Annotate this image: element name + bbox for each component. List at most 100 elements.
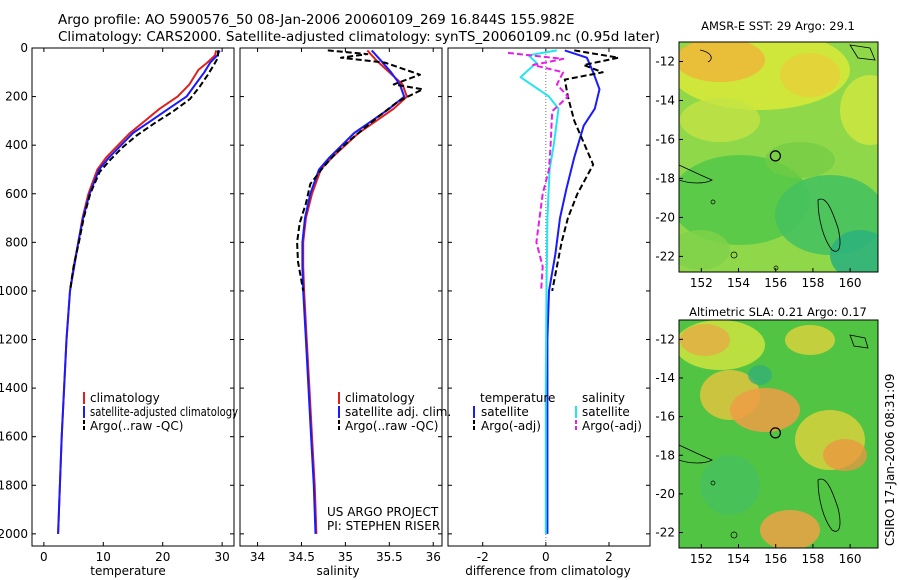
sla-field [679, 320, 869, 548]
temperature-legend: climatology satellite-adjusted climatolo… [83, 391, 238, 433]
figure-title-line1: Argo profile: AO 5900576_50 08-Jan-2006 … [58, 12, 575, 28]
map-y-tick-label: -18 [655, 171, 675, 185]
map-y-tick-label: -22 [655, 249, 675, 263]
temperature-xlabel: temperature [90, 564, 165, 578]
legend-label-argo: Argo(..raw -QC) [345, 419, 438, 433]
x-tick-label: 0 [542, 550, 550, 564]
x-tick-label: 36 [426, 550, 441, 564]
salinity-axes [239, 47, 443, 547]
legend-label-satellite-adjusted: satellite-adjusted climatology [90, 405, 238, 419]
series-line-temperature-argo-adj- [551, 49, 620, 292]
y-tick-label: 1000 [0, 284, 28, 298]
temperature-axes [31, 47, 235, 547]
sst-map-ticks: 152 154 156 158 160 -12 -14 -16 -18 -20 -22 [655, 54, 861, 290]
y-tick-label: 1200 [0, 333, 28, 347]
y-tick-label: 600 [5, 187, 28, 201]
map-y-tick-label: -12 [655, 332, 675, 346]
map-x-tick-label: 160 [839, 552, 862, 566]
map-y-tick-label: -22 [655, 526, 675, 540]
legend-title-salinity: salinity [582, 391, 625, 405]
x-tick-label: 35.5 [376, 550, 403, 564]
series-line-temperature-satellite [546, 49, 601, 534]
series-line-climatology [57, 50, 218, 534]
y-tick-label: 1400 [0, 381, 28, 395]
sla-map-title: Altimetric SLA: 0.21 Argo: 0.17 [689, 305, 867, 319]
salinity-panel: 34 34.5 35 35.5 36 salinity climatology sate… [239, 47, 451, 578]
argo-float-position-marker [769, 150, 782, 162]
map-x-tick-label: 152 [690, 276, 713, 290]
y-tick-label: 1800 [0, 478, 28, 492]
map-y-tick-label: -18 [655, 448, 675, 462]
x-tick-label: 0 [40, 550, 48, 564]
csiro-timestamp: CSIRO 17-Jan-2006 08:31:09 [883, 374, 897, 546]
salinity-ticks: 34 34.5 35 35.5 36 [240, 47, 442, 564]
sst-map-frame [678, 41, 879, 273]
salinity-legend: climatology satellite adj. clim. Argo(..… [338, 391, 451, 433]
sst-map: AMSR-E SST: 29 Argo: 29.1 [655, 19, 879, 290]
series-line-climatology [302, 49, 408, 534]
difference-series [507, 49, 620, 534]
legend-label-satellite-adj: satellite adj. clim. [345, 405, 451, 419]
y-tick-label: 800 [5, 235, 28, 249]
legend-label-sal-argo: Argo(-adj) [582, 419, 642, 433]
y-tick-label: 400 [5, 138, 28, 152]
temperature-panel: 0 200 400 600 800 1000 1200 1400 1600 1800 2000 0 10… [0, 41, 238, 578]
sla-map: Altimetric SLA: 0.21 Argo: 0.17 [655, 305, 879, 566]
map-x-tick-label: 156 [764, 552, 787, 566]
y-tick-label: 200 [5, 90, 28, 104]
legend-label-climatology: climatology [90, 391, 160, 405]
series-line-salinity-argo-adj- [507, 51, 569, 291]
map-y-tick-label: -16 [655, 132, 675, 146]
figure-title-line2: Climatology: CARS2000. Satellite-adjuste… [58, 29, 660, 45]
legend-title-temperature: temperature [480, 391, 555, 405]
temperature-ticks: 0 200 400 600 800 1000 1200 1400 1600 1800 2000 0 10… [0, 41, 234, 564]
difference-panel: -2 0 2 difference from climatology tempera… [447, 47, 651, 578]
series-line-argo-raw-qc- [69, 50, 219, 292]
project-annotation-line2: PI: STEPHEN RISER [327, 519, 440, 533]
map-x-tick-label: 158 [801, 552, 824, 566]
map-y-tick-label: -14 [655, 371, 675, 385]
y-tick-label: 2000 [0, 527, 28, 541]
x-tick-label: 30 [214, 550, 229, 564]
legend-label-temp-argo: Argo(-adj) [481, 419, 541, 433]
map-x-tick-label: 154 [727, 552, 750, 566]
series-line-argo-raw-qc- [296, 49, 424, 292]
series-line-satellite-adjusted-climatology [57, 49, 221, 534]
sla-map-frame [678, 319, 879, 549]
y-tick-label: 0 [20, 41, 28, 55]
map-x-tick-label: 160 [839, 276, 862, 290]
sst-map-title: AMSR-E SST: 29 Argo: 29.1 [701, 19, 855, 33]
sst-field [679, 42, 878, 272]
y-tick-label: 1600 [0, 430, 28, 444]
map-y-tick-label: -20 [655, 487, 675, 501]
x-tick-label: 10 [96, 550, 111, 564]
argo-float-position-marker [769, 427, 782, 439]
temperature-series [57, 49, 221, 534]
map-x-tick-label: 156 [764, 276, 787, 290]
x-tick-label: -2 [477, 550, 489, 564]
difference-legend: temperature salinity satellite Argo(-adj… [473, 391, 642, 433]
x-tick-label: 34 [250, 550, 265, 564]
legend-label-temp-satellite: satellite [481, 405, 529, 419]
map-x-tick-label: 158 [801, 276, 824, 290]
project-annotation-line1: US ARGO PROJECT [327, 505, 439, 519]
legend-label-climatology: climatology [345, 391, 415, 405]
map-y-tick-label: -16 [655, 410, 675, 424]
x-tick-label: 34.5 [288, 550, 315, 564]
legend-label-argo: Argo(..raw -QC) [90, 419, 183, 433]
sla-map-ticks: 152 154 156 158 160 -12 -14 -16 -18 -20 -22 [655, 332, 861, 566]
series-line-salinity-satellite [519, 49, 560, 534]
map-x-tick-label: 154 [727, 276, 750, 290]
difference-xlabel: difference from climatology [465, 564, 631, 578]
map-y-tick-label: -12 [655, 54, 675, 68]
difference-axes [447, 47, 651, 547]
salinity-series [296, 49, 424, 534]
x-tick-label: 35 [338, 550, 353, 564]
map-y-tick-label: -14 [655, 93, 675, 107]
series-line-satellite-adj-clim- [301, 49, 406, 534]
salinity-xlabel: salinity [316, 564, 359, 578]
map-y-tick-label: -20 [655, 210, 675, 224]
map-x-tick-label: 152 [690, 552, 713, 566]
x-tick-label: 20 [155, 550, 170, 564]
